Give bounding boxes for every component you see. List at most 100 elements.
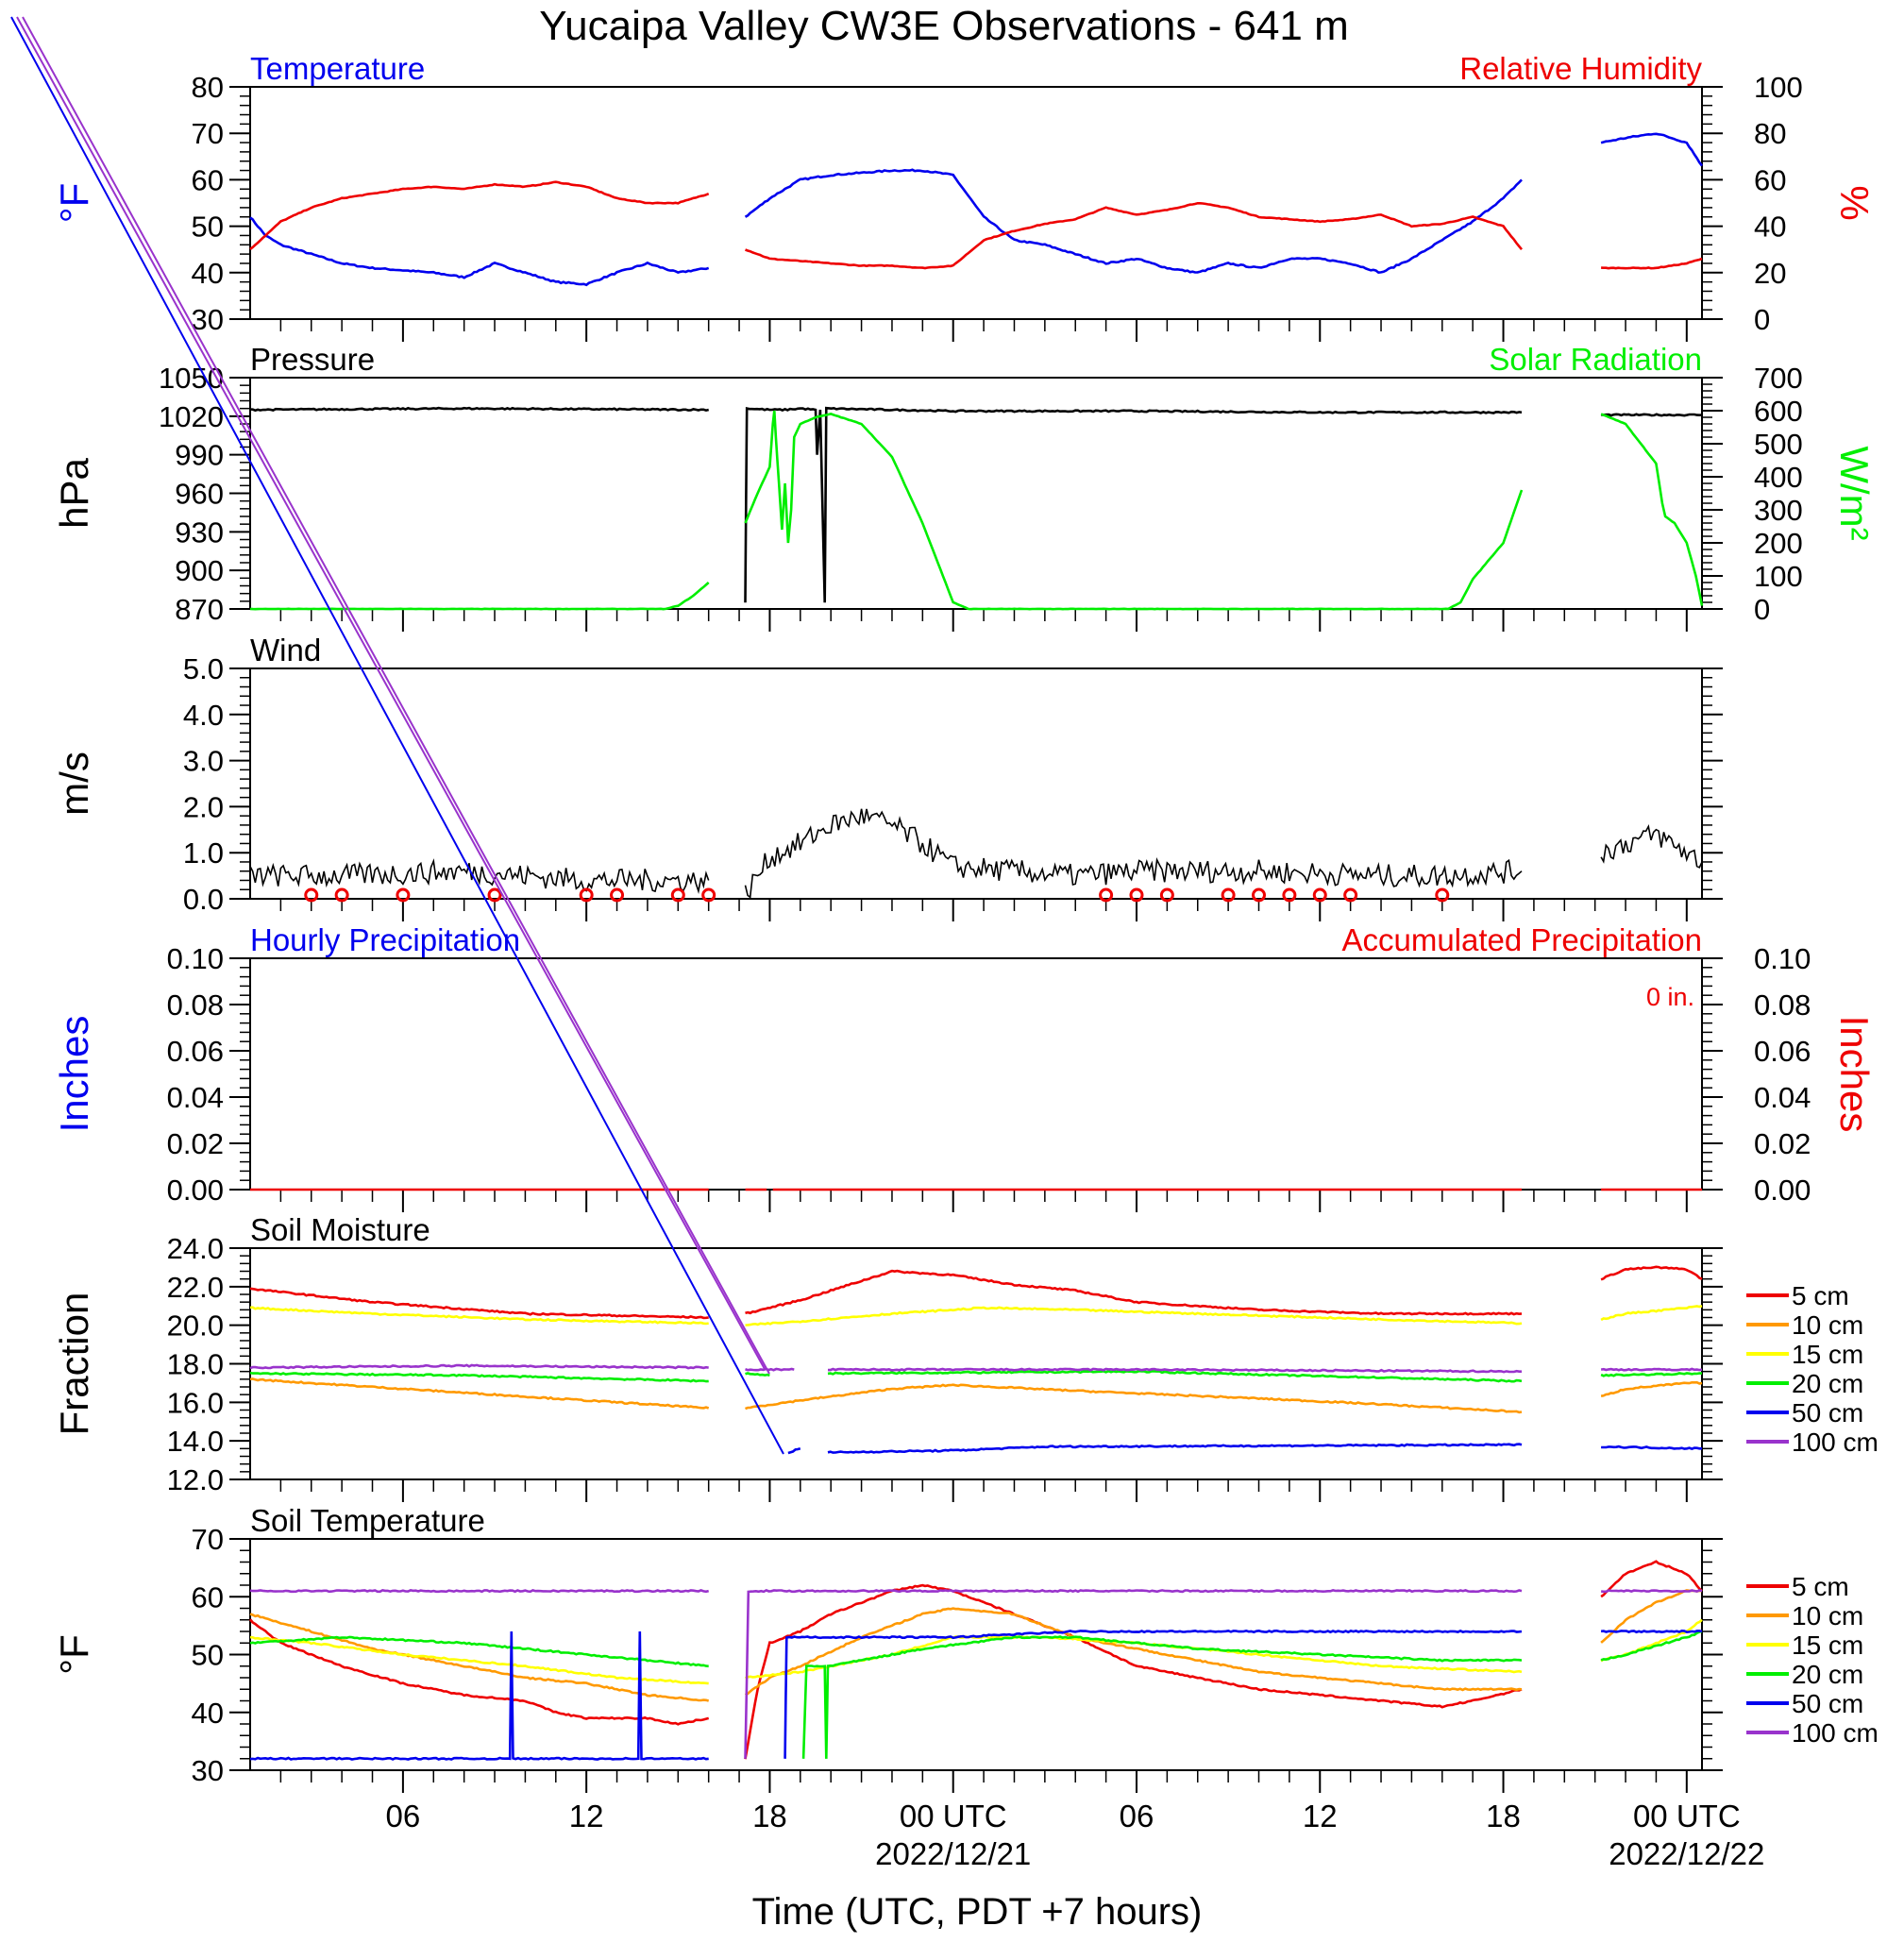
y-right-tick-label: 80 — [1754, 117, 1786, 150]
x-tick-label: 00 UTC — [1633, 1799, 1741, 1833]
y-tick-label: 900 — [175, 554, 224, 587]
series-line — [249, 858, 710, 895]
series-line — [249, 216, 710, 287]
legend-label: 20 cm — [1792, 1660, 1863, 1689]
series-line — [1600, 132, 1704, 167]
series-line-100cm — [1600, 1589, 1703, 1594]
calm-wind-marker — [701, 887, 716, 903]
legend-label: 50 cm — [1792, 1398, 1863, 1428]
x-tick-label: 00 UTC — [900, 1799, 1007, 1833]
series-line-100cm — [745, 1367, 795, 1372]
x-tick-label: 12 — [569, 1799, 604, 1833]
panel-wind: 0.0 1.0 2.0 3.0 4.0 5.0 Wind m/s — [52, 633, 1723, 921]
series-line-5cm — [1600, 1265, 1703, 1281]
y-tick-label: 5.0 — [183, 652, 224, 685]
y-right-tick-label: 500 — [1754, 428, 1803, 461]
series-line-10cm — [1600, 1589, 1703, 1644]
legend-label: 5 cm — [1792, 1281, 1849, 1310]
y-tick-label: 1.0 — [183, 836, 224, 870]
series-line — [744, 808, 1523, 899]
panel-title-left: Pressure — [250, 342, 375, 377]
y-tick-label: 4.0 — [183, 699, 224, 732]
series-line — [744, 168, 1523, 275]
y-tick-label: 960 — [175, 478, 224, 511]
series-line — [744, 410, 1524, 611]
calm-wind-marker — [579, 887, 594, 903]
series-line-10cm — [745, 1383, 1523, 1414]
y-right-axis-label: Inches — [1832, 1016, 1877, 1133]
y-right-tick-label: 40 — [1754, 211, 1786, 244]
panel-title-right: Accumulated Precipitation — [1341, 922, 1702, 957]
y-tick-label: 870 — [175, 593, 224, 626]
calm-wind-marker — [1099, 887, 1114, 903]
series-line-20cm — [801, 1635, 1523, 1759]
series-line-20cm — [1600, 1372, 1703, 1377]
y-axis-label: Inches — [52, 1016, 96, 1133]
y-tick-label: 50 — [192, 1639, 224, 1672]
y-axis-label: hPa — [52, 457, 96, 528]
legend-label: 100 cm — [1792, 1718, 1879, 1748]
y-right-tick-label: 0.02 — [1754, 1127, 1811, 1160]
accumulated-total: 0 in. — [1646, 983, 1694, 1011]
y-tick-label: 20.0 — [167, 1309, 224, 1343]
y-axis-label: Fraction — [52, 1293, 96, 1436]
series-line-20cm — [1600, 1630, 1703, 1662]
y-tick-label: 990 — [175, 439, 224, 472]
x-date-label: 2022/12/22 — [1609, 1836, 1764, 1871]
panel-title-left: Soil Temperature — [250, 1503, 485, 1538]
y-axis-label: °F — [52, 183, 96, 223]
y-right-tick-label: 700 — [1754, 362, 1803, 395]
panel-precipitation: 0.00 0.02 0.04 0.06 0.08 0.10 0.00 0.02 0.04 0.06… — [52, 922, 1877, 1212]
panel-frame — [249, 957, 1703, 1191]
series-line-20cm — [249, 1371, 709, 1383]
y-right-tick-label: 600 — [1754, 395, 1803, 428]
y-tick-label: 0.10 — [167, 942, 224, 975]
x-tick-label: 18 — [1486, 1799, 1521, 1833]
panel-title-right: Relative Humidity — [1459, 51, 1702, 86]
y-tick-label: 12.0 — [167, 1463, 224, 1496]
y-tick-label: 70 — [192, 1523, 224, 1556]
calm-wind-marker — [1221, 887, 1236, 903]
legend-label: 5 cm — [1792, 1572, 1849, 1601]
y-tick-label: 0.06 — [167, 1035, 224, 1068]
series-line-15cm — [249, 1635, 709, 1685]
y-tick-label: 0.08 — [167, 988, 224, 1022]
y-tick-label: 22.0 — [167, 1271, 224, 1304]
y-tick-label: 0.00 — [167, 1174, 224, 1207]
legend-label: 100 cm — [1792, 1428, 1879, 1457]
y-right-tick-label: 20 — [1754, 257, 1786, 290]
x-tick-label: 12 — [1303, 1799, 1338, 1833]
y-right-tick-label: 300 — [1754, 494, 1803, 527]
y-tick-label: 14.0 — [167, 1425, 224, 1458]
calm-wind-marker — [487, 887, 502, 903]
y-tick-label: 1050 — [159, 362, 224, 395]
panel-title-left: Wind — [250, 633, 321, 667]
y-tick-label: 40 — [192, 257, 224, 290]
stray-lines — [10, 16, 784, 1455]
y-tick-label: 2.0 — [183, 790, 224, 823]
series-line-50cm — [1601, 1629, 1703, 1634]
panel-title-left: Hourly Precipitation — [250, 922, 520, 957]
panel-title-left: Temperature — [250, 51, 425, 86]
y-tick-label: 16.0 — [167, 1386, 224, 1419]
series-line — [249, 406, 710, 413]
calm-wind-marker — [334, 887, 349, 903]
series-line — [249, 180, 710, 250]
panel-frame — [249, 86, 1703, 320]
series-line-100cm — [1600, 1367, 1703, 1372]
y-right-tick-label: 60 — [1754, 163, 1786, 196]
panel-soil_moisture: 12.0 14.0 16.0 18.0 20.0 22.0 24.0 Soil Moistur… — [52, 1212, 1879, 1502]
x-axis-label: Time (UTC, PDT +7 hours) — [752, 1891, 1203, 1933]
x-tick-label: 06 — [386, 1799, 421, 1833]
panels: 30 40 50 60 70 80 0 20 40 60 80 100 Temperature Relat… — [52, 51, 1879, 1793]
calm-wind-marker — [1312, 887, 1327, 903]
x-tick-label: 06 — [1120, 1799, 1154, 1833]
legend-label: 10 cm — [1792, 1601, 1863, 1630]
y-tick-label: 1020 — [159, 400, 224, 433]
series-line-20cm — [827, 1369, 1523, 1383]
panel-temperature: 30 40 50 60 70 80 0 20 40 60 80 100 Temperature Relat… — [52, 51, 1877, 342]
y-tick-label: 30 — [192, 303, 224, 336]
y-tick-label: 30 — [192, 1754, 224, 1787]
